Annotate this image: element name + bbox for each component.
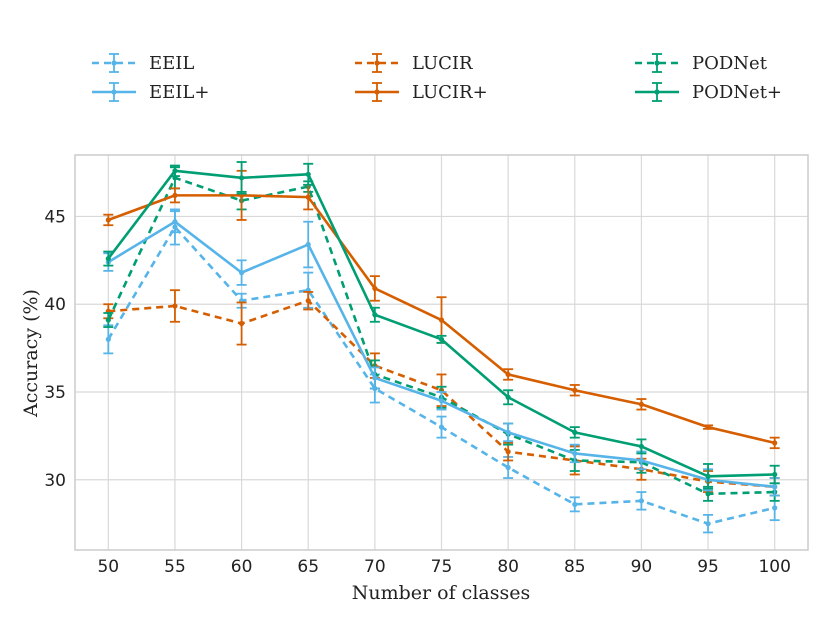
data-point xyxy=(172,219,178,225)
data-point xyxy=(772,440,778,446)
data-point xyxy=(705,491,711,497)
data-point xyxy=(638,498,645,504)
data-point xyxy=(305,298,311,304)
data-point xyxy=(572,387,578,393)
x-tick-label: 70 xyxy=(364,557,386,577)
series-lucir-plus xyxy=(103,169,780,450)
data-point xyxy=(572,450,578,457)
x-axis-title: Number of classes xyxy=(352,582,530,604)
data-point xyxy=(638,443,645,450)
data-point xyxy=(238,175,245,181)
legend-label: EEIL xyxy=(149,53,194,74)
legend-item-podnet: PODNet xyxy=(635,53,768,74)
y-tick-label: 45 xyxy=(44,207,66,227)
legend-marker xyxy=(654,60,660,66)
series-podnet-plus xyxy=(103,161,780,490)
legend-label: PODNet+ xyxy=(692,82,782,103)
data-point xyxy=(438,336,445,342)
x-tick-label: 80 xyxy=(497,557,519,577)
x-tick-label: 90 xyxy=(631,557,653,577)
data-point xyxy=(505,394,511,400)
plot-frame xyxy=(74,154,809,551)
data-point xyxy=(505,464,511,471)
data-point xyxy=(505,429,511,435)
legend-label: PODNet xyxy=(692,53,768,74)
data-point xyxy=(372,312,378,318)
legend-marker xyxy=(374,89,380,95)
data-point xyxy=(305,194,311,200)
data-point xyxy=(572,429,578,435)
data-point xyxy=(105,336,111,342)
legend-item-lucir-plus: LUCIR+ xyxy=(355,82,488,103)
data-point xyxy=(305,241,311,248)
legend-marker xyxy=(111,60,117,66)
tick-labels: 50 55 60 65 70 75 80 85 90 95 100 30 35 40 45 xyxy=(44,207,791,577)
x-tick-label: 85 xyxy=(564,557,586,577)
data-point xyxy=(772,505,778,511)
data-point xyxy=(505,449,511,455)
x-tick-label: 75 xyxy=(431,557,453,577)
x-tick-label: 60 xyxy=(231,557,253,577)
data-point xyxy=(172,168,178,174)
grid-lines xyxy=(75,155,808,550)
legend: EEIL EEIL+ LUCIR LUCIR+ PODNet PODNet+ xyxy=(92,53,782,103)
data-point xyxy=(238,270,245,276)
data-point xyxy=(705,424,711,430)
legend-label: EEIL+ xyxy=(149,82,209,103)
series-layer xyxy=(103,161,780,534)
legend-marker xyxy=(111,89,117,95)
data-point xyxy=(772,484,778,490)
data-point xyxy=(105,255,111,262)
y-tick-label: 35 xyxy=(44,383,66,403)
data-point xyxy=(705,521,711,527)
legend-label: LUCIR xyxy=(412,53,473,74)
data-point xyxy=(638,401,645,407)
x-tick-label: 50 xyxy=(97,557,119,577)
legend-marker xyxy=(654,89,660,95)
data-point xyxy=(372,375,378,381)
data-point xyxy=(572,501,578,507)
data-point xyxy=(772,471,778,478)
data-point xyxy=(238,320,245,327)
x-tick-label: 100 xyxy=(758,557,790,577)
y-tick-label: 40 xyxy=(44,295,66,315)
y-axis-title: Accuracy (%) xyxy=(20,289,42,418)
legend-item-podnet-plus: PODNet+ xyxy=(635,82,782,103)
legend-label: LUCIR+ xyxy=(412,82,488,103)
legend-marker xyxy=(374,60,380,66)
data-point xyxy=(638,457,645,464)
data-point xyxy=(105,317,111,323)
data-point xyxy=(172,192,178,198)
data-point xyxy=(105,217,111,223)
data-point xyxy=(172,303,178,309)
data-point xyxy=(505,371,511,378)
x-tick-label: 95 xyxy=(697,557,719,577)
data-point xyxy=(705,473,711,479)
legend-item-eeil-plus: EEIL+ xyxy=(92,82,209,103)
x-tick-label: 65 xyxy=(297,557,319,577)
legend-item-lucir: LUCIR xyxy=(355,53,473,74)
data-point xyxy=(438,424,445,430)
data-point xyxy=(438,317,445,323)
data-point xyxy=(305,171,311,177)
y-tick-label: 30 xyxy=(44,471,66,491)
x-tick-label: 55 xyxy=(164,557,186,577)
series-eeil-plus xyxy=(103,210,780,497)
data-point xyxy=(438,398,445,404)
legend-item-eeil: EEIL xyxy=(92,53,194,74)
data-point xyxy=(372,285,378,292)
